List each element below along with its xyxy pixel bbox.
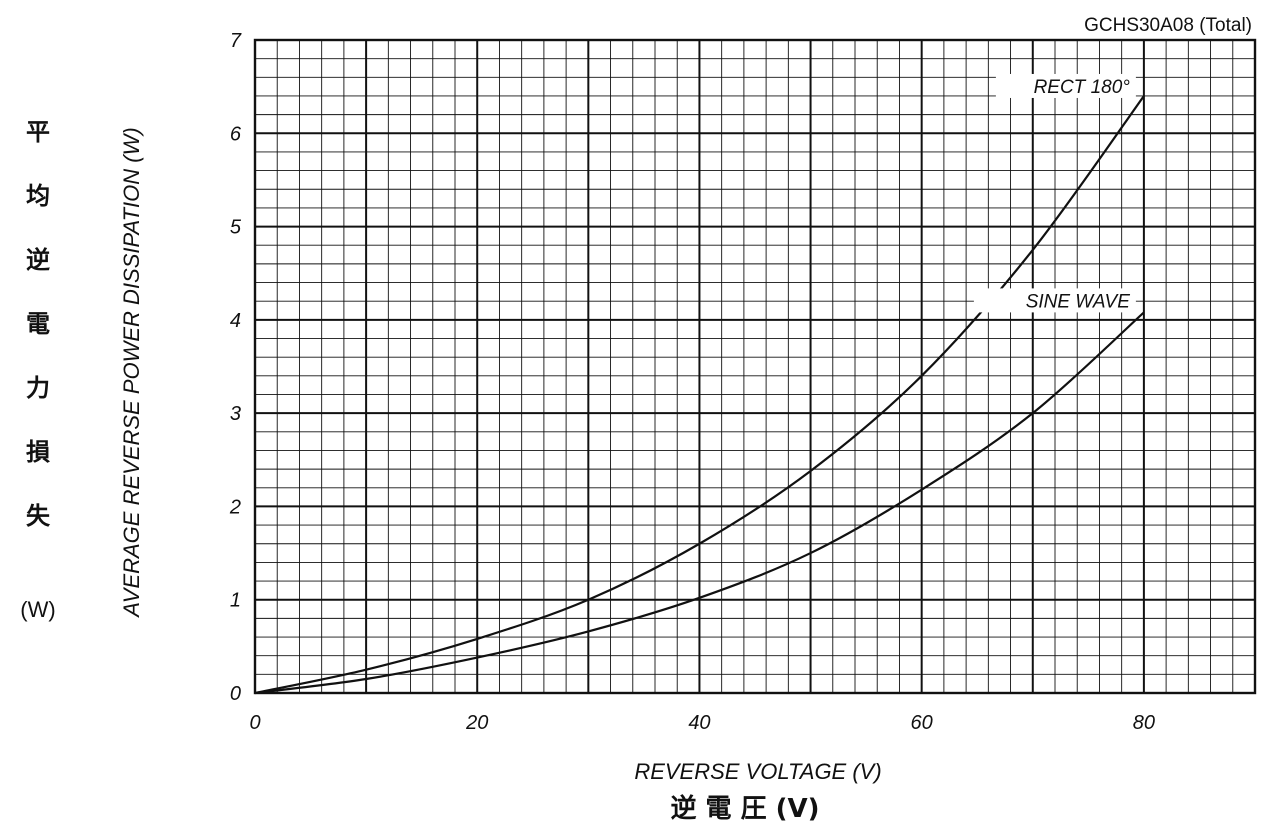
x-tick-label: 0 <box>249 712 260 734</box>
x-axis-label-japanese: 逆 電 圧 (V) <box>670 793 819 824</box>
y-axis-label-japanese-unit: (W) <box>20 597 55 622</box>
y-tick-label: 2 <box>229 496 241 518</box>
y-axis-label-japanese-char: 損 <box>26 438 50 466</box>
minor-gridlines <box>255 40 1255 693</box>
series-label-background <box>973 288 1136 313</box>
x-tick-label: 20 <box>465 712 488 734</box>
series-line <box>254 95 1145 695</box>
major-gridlines <box>253 38 1257 695</box>
tick-labels: 0 20 40 60 80 0 1 2 3 4 5 6 7 <box>229 30 1155 734</box>
y-axis-label-japanese-char: 力 <box>26 374 50 402</box>
y-tick-label: 5 <box>230 217 242 239</box>
series-labels: RECT 180° SINE WAVE <box>973 73 1136 313</box>
chart-title: GCHS30A08 (Total) <box>1084 15 1252 36</box>
plot-frame <box>253 38 1257 695</box>
x-tick-label: 40 <box>688 712 710 734</box>
y-axis-label-japanese-char: 失 <box>26 502 51 530</box>
series-label: SINE WAVE <box>1026 291 1131 312</box>
series-line <box>254 311 1145 695</box>
y-tick-label: 6 <box>230 123 242 145</box>
y-tick-label: 7 <box>230 30 242 52</box>
series-label-background <box>995 73 1136 98</box>
y-axis-label-japanese-char: 逆 <box>26 246 50 274</box>
x-axis-label: REVERSE VOLTAGE (V) <box>634 759 881 784</box>
y-axis-label-japanese-char: 電 <box>26 310 50 338</box>
y-axis-label: AVERAGE REVERSE POWER DISSIPATION (W) <box>119 127 144 618</box>
y-tick-label: 0 <box>230 683 241 705</box>
y-axis-label-japanese-char: 平 <box>26 118 50 146</box>
y-axis-label-japanese-char: 均 <box>26 182 50 210</box>
y-tick-label: 1 <box>230 590 241 612</box>
series-layer <box>254 95 1145 695</box>
series-label: RECT 180° <box>1034 77 1131 98</box>
x-tick-label: 80 <box>1133 712 1155 734</box>
y-tick-label: 3 <box>230 403 241 425</box>
y-tick-label: 4 <box>230 310 241 332</box>
x-tick-label: 60 <box>911 712 933 734</box>
